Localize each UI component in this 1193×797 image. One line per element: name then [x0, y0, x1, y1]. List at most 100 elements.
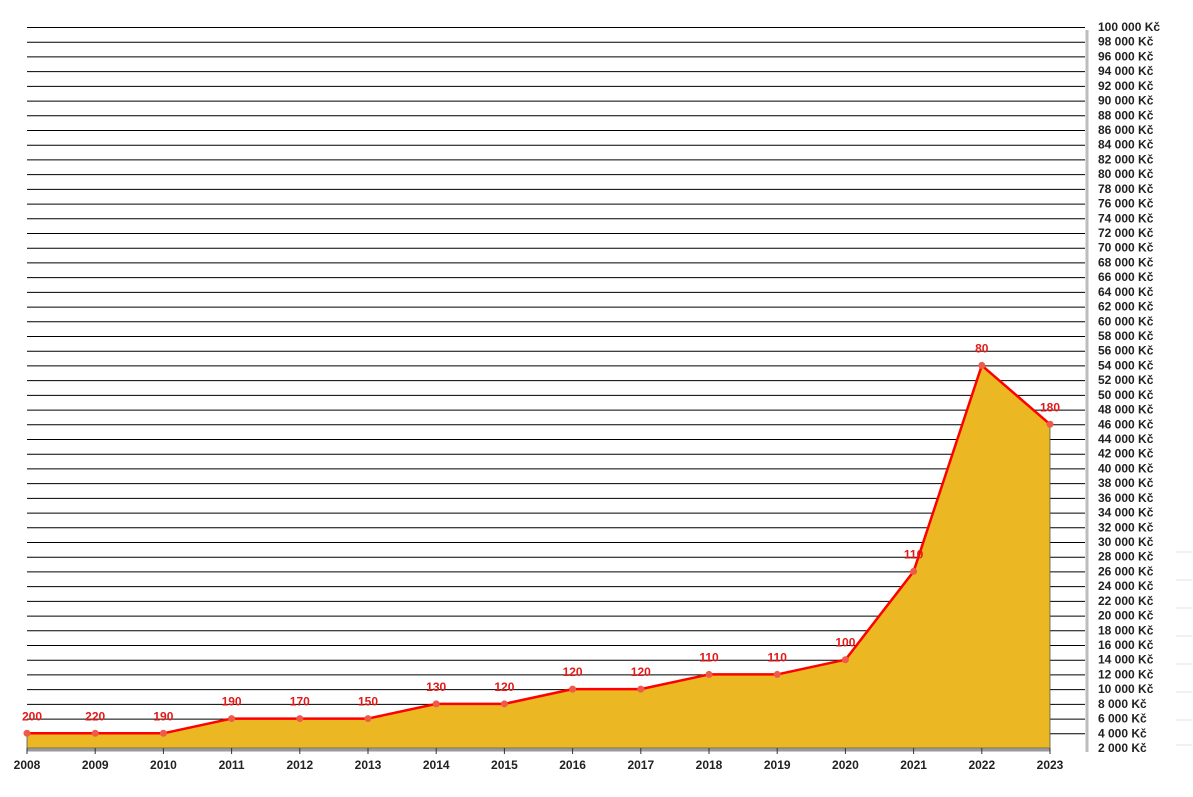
data-label: 170	[290, 695, 310, 709]
data-label: 120	[494, 680, 514, 694]
y-tick-label: 64 000 Kč	[1098, 285, 1154, 299]
y-tick-label: 66 000 Kč	[1098, 270, 1154, 284]
data-labels: 200 220 190 190 170 150 130 120 120 120 110 110 100 1…	[22, 341, 1060, 723]
y-tick-label: 54 000 Kč	[1098, 358, 1154, 372]
data-label: 80	[975, 341, 989, 355]
y-tick-label: 48 000 Kč	[1098, 403, 1154, 417]
y-tick-label: 4 000 Kč	[1098, 726, 1147, 740]
x-tick-label: 2010	[150, 758, 177, 772]
y-tick-label: 52 000 Kč	[1098, 373, 1154, 387]
y-tick-label: 92 000 Kč	[1098, 79, 1154, 93]
y-tick-label: 56 000 Kč	[1098, 344, 1154, 358]
y-tick-label: 18 000 Kč	[1098, 623, 1154, 637]
y-tick-label: 80 000 Kč	[1098, 167, 1154, 181]
y-tick-label: 14 000 Kč	[1098, 653, 1154, 667]
y-tick-label: 28 000 Kč	[1098, 550, 1154, 564]
x-tick-label: 2018	[696, 758, 723, 772]
y-tick-label: 24 000 Kč	[1098, 579, 1154, 593]
data-label: 100	[835, 636, 855, 650]
y-tick-label: 62 000 Kč	[1098, 300, 1154, 314]
x-tick-label: 2020	[832, 758, 859, 772]
data-point	[296, 715, 304, 723]
x-axis: 2008 2009 2010 2011 2012 2013 2014 2015 2016 2017…	[14, 748, 1064, 772]
data-label: 190	[153, 709, 173, 723]
y-tick-label: 98 000 Kč	[1098, 35, 1154, 49]
x-tick-label: 2017	[627, 758, 654, 772]
data-point	[773, 670, 781, 678]
series-line	[27, 364, 1051, 735]
data-point	[91, 729, 99, 737]
data-label: 130	[426, 680, 446, 694]
y-tick-label: 6 000 Kč	[1098, 712, 1147, 726]
data-label: 120	[631, 665, 651, 679]
y-tick-label: 82 000 Kč	[1098, 152, 1154, 166]
x-tick-label: 2015	[491, 758, 518, 772]
data-label: 110	[768, 650, 788, 664]
x-tick-label: 2009	[82, 758, 109, 772]
y-tick-label: 50 000 Kč	[1098, 388, 1154, 402]
y-tick-label: 32 000 Kč	[1098, 520, 1154, 534]
y-tick-label: 70 000 Kč	[1098, 241, 1154, 255]
data-label: 220	[85, 709, 105, 723]
grid-lines	[27, 27, 1192, 752]
data-point	[432, 700, 440, 708]
y-tick-label: 78 000 Kč	[1098, 182, 1154, 196]
y-tick-label: 68 000 Kč	[1098, 255, 1154, 269]
data-label: 110	[904, 547, 924, 561]
data-points	[23, 361, 1054, 737]
x-tick-label: 2021	[900, 758, 927, 772]
y-tick-label: 26 000 Kč	[1098, 564, 1154, 578]
data-point	[23, 729, 31, 737]
y-tick-label: 88 000 Kč	[1098, 108, 1154, 122]
y-tick-label: 74 000 Kč	[1098, 211, 1154, 225]
data-label: 150	[358, 695, 378, 709]
y-tick-label: 34 000 Kč	[1098, 506, 1154, 520]
y-tick-label: 94 000 Kč	[1098, 64, 1154, 78]
y-tick-label: 40 000 Kč	[1098, 461, 1154, 475]
x-tick-label: 2014	[423, 758, 450, 772]
y-tick-label: 2 000 Kč	[1098, 741, 1147, 755]
y-tick-label: 76 000 Kč	[1098, 197, 1154, 211]
y-tick-label: 22 000 Kč	[1098, 594, 1154, 608]
y-tick-label: 36 000 Kč	[1098, 491, 1154, 505]
y-tick-label: 96 000 Kč	[1098, 49, 1154, 63]
data-label: 120	[563, 665, 583, 679]
data-label: 110	[699, 650, 719, 664]
data-point	[978, 361, 986, 369]
data-label: 190	[222, 695, 242, 709]
y-tick-label: 10 000 Kč	[1098, 682, 1154, 696]
data-point	[569, 685, 577, 693]
data-point	[228, 715, 236, 723]
y-tick-label: 60 000 Kč	[1098, 314, 1154, 328]
x-tick-label: 2013	[355, 758, 382, 772]
x-tick-label: 2019	[764, 758, 791, 772]
y-tick-label: 100 000 Kč	[1098, 20, 1160, 34]
y-tick-label: 46 000 Kč	[1098, 417, 1154, 431]
y-tick-label: 30 000 Kč	[1098, 535, 1154, 549]
x-tick-label: 2012	[286, 758, 313, 772]
x-tick-label: 2016	[559, 758, 586, 772]
y-tick-label: 72 000 Kč	[1098, 226, 1154, 240]
x-tick-label: 2008	[14, 758, 41, 772]
data-point	[705, 670, 713, 678]
y-tick-label: 58 000 Kč	[1098, 329, 1154, 343]
data-point	[841, 656, 849, 664]
y-tick-label: 42 000 Kč	[1098, 447, 1154, 461]
y-tick-label: 12 000 Kč	[1098, 667, 1154, 681]
x-tick-label: 2022	[968, 758, 995, 772]
x-tick-label: 2011	[219, 758, 245, 772]
data-point	[364, 715, 372, 723]
data-point	[1046, 420, 1054, 428]
y-tick-label: 16 000 Kč	[1098, 638, 1154, 652]
y-tick-label: 8 000 Kč	[1098, 697, 1147, 711]
y-tick-label: 90 000 Kč	[1098, 94, 1154, 108]
y-tick-label: 44 000 Kč	[1098, 432, 1154, 446]
y-tick-label: 20 000 Kč	[1098, 609, 1154, 623]
y-tick-label: 38 000 Kč	[1098, 476, 1154, 490]
data-point	[500, 700, 508, 708]
data-label: 180	[1040, 400, 1060, 414]
data-label: 200	[22, 709, 42, 723]
data-point	[637, 685, 645, 693]
